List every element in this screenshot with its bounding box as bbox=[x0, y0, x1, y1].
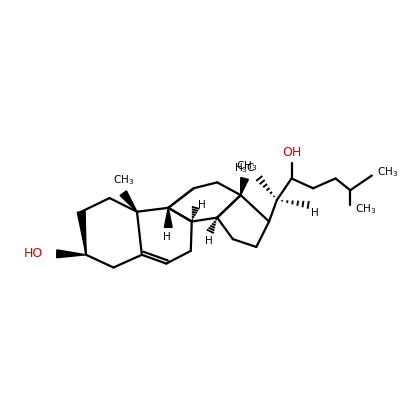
Text: H$_3$C: H$_3$C bbox=[234, 161, 255, 174]
Text: CH$_3$: CH$_3$ bbox=[236, 159, 257, 173]
Text: OH: OH bbox=[282, 146, 301, 159]
Text: H: H bbox=[206, 236, 213, 246]
Text: CH$_3$: CH$_3$ bbox=[113, 174, 134, 187]
Text: H: H bbox=[164, 232, 171, 242]
Text: CH$_3$: CH$_3$ bbox=[355, 202, 376, 216]
Polygon shape bbox=[120, 191, 137, 212]
Text: CH$_3$: CH$_3$ bbox=[377, 165, 398, 178]
Text: HO: HO bbox=[24, 247, 43, 260]
Text: H: H bbox=[311, 208, 319, 218]
Polygon shape bbox=[77, 211, 86, 255]
Polygon shape bbox=[164, 208, 172, 227]
Text: H: H bbox=[198, 200, 205, 210]
Polygon shape bbox=[57, 250, 86, 258]
Polygon shape bbox=[241, 178, 248, 195]
